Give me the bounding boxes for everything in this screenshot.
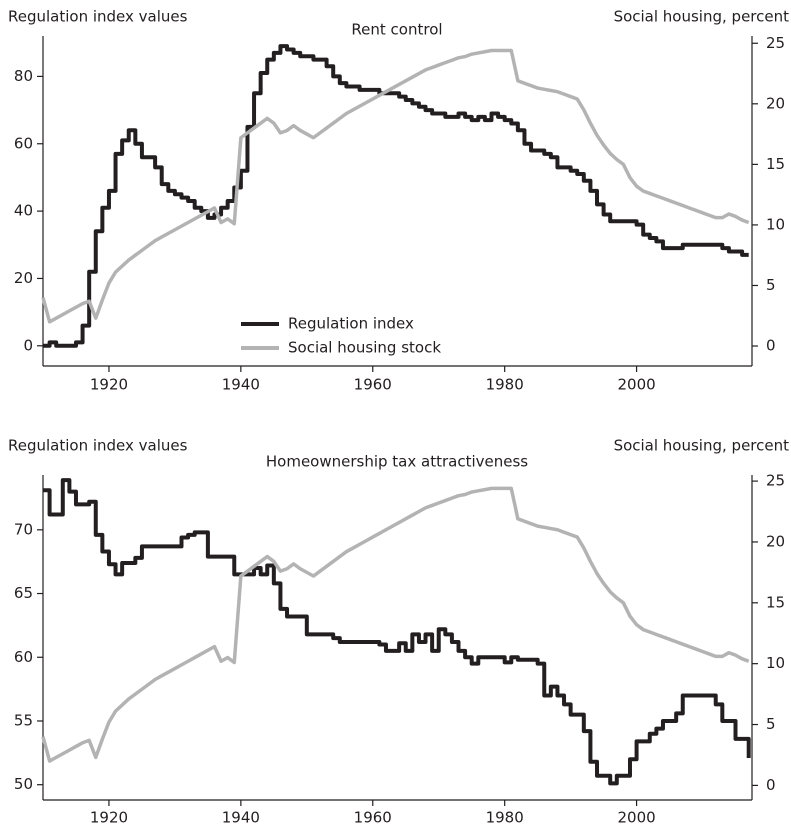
chart-title: Rent control <box>351 21 442 39</box>
legend-label: Regulation index <box>288 315 414 333</box>
y2-tick-label: 15 <box>766 155 785 173</box>
chart-title: Homeownership tax attractiveness <box>266 453 528 471</box>
y-tick-label: 20 <box>14 269 33 287</box>
y-tick-label: 50 <box>14 775 33 793</box>
y2-tick-label: 0 <box>766 776 776 794</box>
x-tick-label: 1920 <box>90 809 128 827</box>
data-line <box>41 48 750 324</box>
data-line <box>41 486 750 763</box>
y-tick-label: 60 <box>14 648 33 666</box>
y2-tick-label: 20 <box>766 94 785 112</box>
y2-tick-label: 5 <box>766 276 776 294</box>
y-tick-label: 60 <box>14 134 33 152</box>
y2-tick-label: 10 <box>766 215 785 233</box>
y-tick-label: 65 <box>14 584 33 602</box>
y2-tick-label: 20 <box>766 532 785 550</box>
y-axis-title: Regulation index values <box>8 437 188 455</box>
y2-tick-label: 25 <box>766 34 785 52</box>
y2-tick-label: 15 <box>766 593 785 611</box>
x-tick-label: 1980 <box>486 376 524 394</box>
y2-tick-label: 25 <box>766 472 785 490</box>
x-tick-label: 1940 <box>222 376 260 394</box>
x-tick-label: 1940 <box>222 809 260 827</box>
x-tick-label: 1920 <box>90 376 128 394</box>
y-tick-label: 0 <box>23 336 33 354</box>
y2-axis-title: Social housing, percent <box>614 8 790 26</box>
x-tick-label: 2000 <box>617 809 655 827</box>
x-tick-label: 1960 <box>354 809 392 827</box>
y2-axis-title: Social housing, percent <box>614 437 790 455</box>
x-tick-label: 1960 <box>354 376 392 394</box>
x-tick-label: 1980 <box>486 809 524 827</box>
y2-tick-label: 5 <box>766 715 776 733</box>
x-tick-label: 2000 <box>617 376 655 394</box>
y-tick-label: 55 <box>14 711 33 729</box>
y2-tick-label: 0 <box>766 337 776 355</box>
y-axis-title: Regulation index values <box>8 8 188 26</box>
y-tick-label: 40 <box>14 202 33 220</box>
y-tick-label: 80 <box>14 67 33 85</box>
data-line <box>43 478 751 786</box>
data-line <box>43 44 749 348</box>
y2-tick-label: 10 <box>766 654 785 672</box>
legend-label: Social housing stock <box>288 339 441 357</box>
y-tick-label: 70 <box>14 520 33 538</box>
